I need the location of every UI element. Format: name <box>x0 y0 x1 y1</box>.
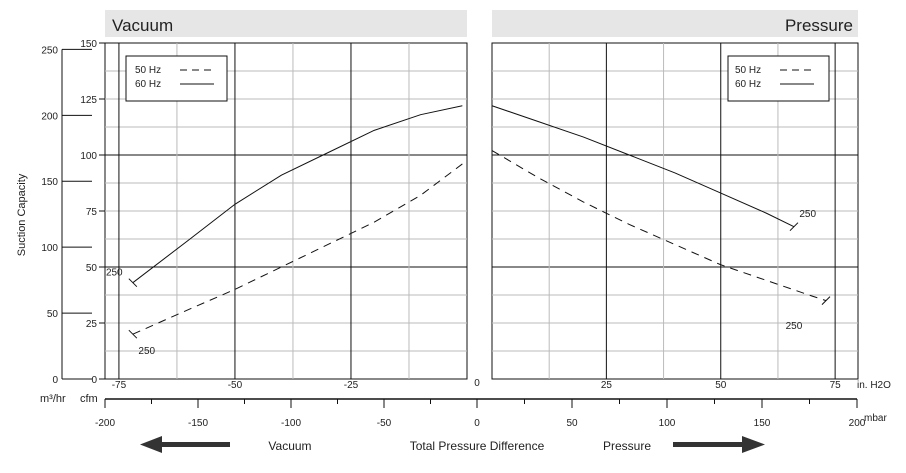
x-unit-inh2o: in. H2O <box>857 380 891 391</box>
series-layer: 250 250 250 250 <box>106 105 831 357</box>
pressure-series-endcap <box>821 296 831 305</box>
mbar-tick-label: 50 <box>566 418 578 429</box>
total-pressure-difference-label: Total Pressure Difference <box>410 439 545 453</box>
pressure-curve-annotation: 250 <box>786 321 803 332</box>
vacuum-series-endcap <box>128 329 138 339</box>
vacuum-inh2o-tick-label: -75 <box>112 380 127 391</box>
pressure-arrow-icon <box>673 436 765 453</box>
m3hr-tick-label: 200 <box>41 111 58 122</box>
pressure-inh2o-tick-label: 75 <box>830 380 842 391</box>
vacuum-legend-box <box>125 55 228 102</box>
mbar-tick-label: -200 <box>95 418 115 429</box>
pressure-curve-annotation: 250 <box>799 209 816 220</box>
pressure-legend-label-60hz: 60 Hz <box>735 79 761 90</box>
mbar-tick-label: 0 <box>474 418 480 429</box>
cfm-tick-label: 0 <box>91 375 97 386</box>
vacuum-series-endcap <box>128 278 138 288</box>
pressure-title: Pressure <box>785 16 853 35</box>
cfm-tick-label: 150 <box>80 39 97 50</box>
m3hr-tick-label: 250 <box>41 45 58 56</box>
pressure-series-50hz <box>491 150 827 302</box>
m3hr-tick-label: 50 <box>47 309 59 320</box>
vacuum-header-bar <box>105 10 467 37</box>
vacuum-direction-label: Vacuum <box>268 439 311 453</box>
pressure-legend-box <box>727 55 830 102</box>
pressure-legend-label-50hz: 50 Hz <box>735 65 761 76</box>
y-axis-title: Suction Capacity <box>16 173 28 256</box>
mbar-tick-label: -100 <box>281 418 301 429</box>
inh2o-zero-label: 0 <box>474 378 480 389</box>
mbar-tick-label: 200 <box>849 418 866 429</box>
pressure-legend: 50 Hz 60 Hz <box>727 55 830 102</box>
vacuum-title: Vacuum <box>112 16 173 35</box>
vacuum-legend-label-50hz: 50 Hz <box>135 65 161 76</box>
mbar-tick-label: 150 <box>754 418 771 429</box>
cfm-tick-label: 125 <box>80 95 97 106</box>
vacuum-arrow-icon <box>140 436 230 453</box>
mbar-tick-label: -50 <box>377 418 392 429</box>
y-unit-cfm: cfm <box>80 393 98 405</box>
pressure-inh2o-tick-label: 50 <box>715 380 727 391</box>
pressure-direction-label: Pressure <box>603 439 651 453</box>
vacuum-curve-annotation: 250 <box>138 346 155 357</box>
pressure-header-bar <box>492 10 858 37</box>
pressure-series-60hz <box>491 105 795 228</box>
vacuum-series-60hz <box>132 105 463 284</box>
vacuum-legend: 50 Hz 60 Hz <box>125 55 228 102</box>
vacuum-inh2o-tick-label: -25 <box>344 380 359 391</box>
cfm-tick-label: 75 <box>86 207 98 218</box>
m3hr-tick-label: 100 <box>41 243 58 254</box>
cfm-tick-label: 50 <box>86 263 98 274</box>
m3hr-tick-label: 150 <box>41 177 58 188</box>
mbar-tick-label: 100 <box>659 418 676 429</box>
x-unit-mbar: mbar <box>864 413 887 424</box>
pressure-inh2o-tick-label: 25 <box>601 380 613 391</box>
vacuum-legend-label-60hz: 60 Hz <box>135 79 161 90</box>
cfm-tick-label: 25 <box>86 319 98 330</box>
mbar-tick-label: -150 <box>188 418 208 429</box>
m3hr-tick-label: 0 <box>52 375 58 386</box>
pressure-series-endcap <box>789 222 799 232</box>
vacuum-curve-annotation: 250 <box>106 267 123 278</box>
vacuum-inh2o-tick-label: -50 <box>228 380 243 391</box>
cfm-tick-label: 100 <box>80 151 97 162</box>
vacuum-series-50hz <box>132 163 463 335</box>
y-unit-m3hr: m³/hr <box>40 393 66 405</box>
grid-layer <box>105 43 858 379</box>
